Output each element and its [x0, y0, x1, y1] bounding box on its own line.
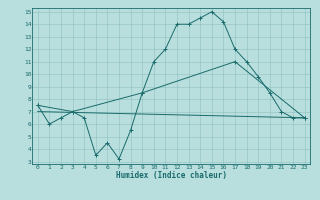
- X-axis label: Humidex (Indice chaleur): Humidex (Indice chaleur): [116, 171, 227, 180]
